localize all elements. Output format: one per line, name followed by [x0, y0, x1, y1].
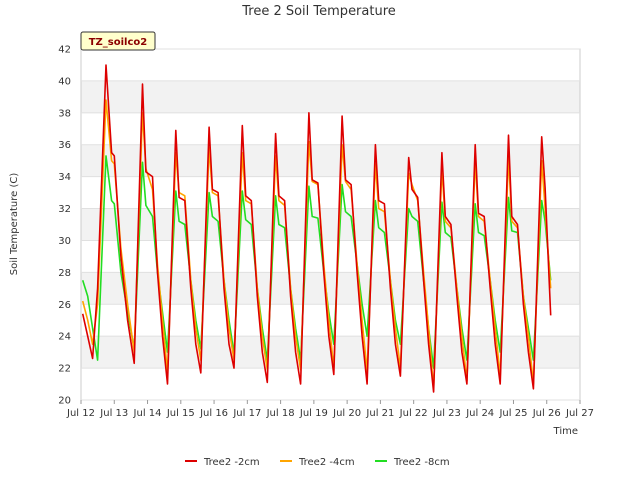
- legend-label: Tree2 -8cm: [393, 457, 450, 468]
- x-tick-label: Jul 21: [365, 408, 394, 419]
- series-lines: [81, 64, 552, 393]
- x-tick-label: Jul 20: [332, 408, 361, 419]
- x-tick-label: Jul 18: [266, 408, 295, 419]
- y-tick-label: 38: [58, 108, 71, 119]
- series-line-0: [81, 64, 552, 393]
- y-tick-label: 26: [58, 300, 71, 311]
- y-tick-label: 28: [58, 268, 71, 279]
- y-tick-label: 32: [58, 204, 71, 215]
- plot-band: [81, 80, 580, 113]
- x-tick-label: Jul 15: [166, 408, 195, 419]
- plot-band: [81, 144, 580, 177]
- dataset-badge-text: TZ_soilco2: [89, 37, 148, 48]
- x-tick-label: Jul 27: [565, 408, 594, 419]
- y-axis-label: Soil Temperature (C): [9, 173, 20, 276]
- chart-title: Tree 2 Soil Temperature: [241, 4, 396, 19]
- plot-bands: [81, 80, 580, 369]
- x-tick-label: Jul 16: [199, 408, 228, 419]
- x-axis-ticks: Jul 12 Jul 13 Jul 14 Jul 15 Jul 16 Jul 17 Jul …: [66, 400, 594, 419]
- legend: Tree2 -2cm Tree2 -4cm Tree2 -8cm: [185, 457, 450, 468]
- y-tick-label: 24: [58, 332, 71, 343]
- x-tick-label: Jul 13: [99, 408, 128, 419]
- dataset-badge: TZ_soilco2: [80, 31, 156, 51]
- plot-band: [81, 272, 580, 305]
- y-tick-label: 34: [58, 172, 71, 183]
- y-tick-label: 30: [58, 236, 71, 247]
- x-axis-label: Time: [553, 426, 578, 437]
- x-tick-label: Jul 17: [232, 408, 261, 419]
- legend-label: Tree2 -4cm: [298, 457, 355, 468]
- y-tick-label: 20: [58, 396, 71, 407]
- y-tick-label: 40: [58, 76, 71, 87]
- x-tick-label: Jul 22: [399, 408, 428, 419]
- horizontal-gridlines: [81, 48, 580, 401]
- plot-band: [81, 208, 580, 241]
- x-tick-label: Jul 14: [133, 408, 162, 419]
- x-tick-label: Jul 19: [299, 408, 328, 419]
- x-tick-label: Jul 25: [498, 408, 527, 419]
- y-tick-label: 36: [58, 140, 71, 151]
- legend-label: Tree2 -2cm: [203, 457, 260, 468]
- y-axis-ticks: 20 22 24 26 28 30 32 34 36 38 40 42: [58, 45, 71, 407]
- x-tick-label: Jul 24: [465, 408, 494, 419]
- x-tick-label: Jul 12: [66, 408, 95, 419]
- x-tick-label: Jul 26: [532, 408, 561, 419]
- y-tick-label: 42: [58, 45, 71, 56]
- x-tick-label: Jul 23: [432, 408, 461, 419]
- y-tick-label: 22: [58, 364, 71, 375]
